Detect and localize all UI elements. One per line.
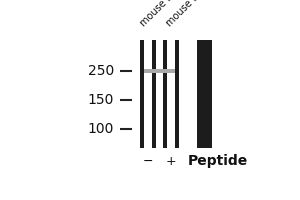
- Text: mouse brain: mouse brain: [139, 0, 189, 29]
- Text: Peptide: Peptide: [188, 154, 248, 168]
- Bar: [144, 40, 152, 148]
- Text: mouse brain: mouse brain: [164, 0, 214, 29]
- Text: −: −: [143, 155, 153, 168]
- Bar: [197, 40, 212, 148]
- Bar: [144, 69, 175, 73]
- Bar: [167, 40, 175, 148]
- Bar: [140, 40, 156, 148]
- Bar: [163, 40, 179, 148]
- Text: 250: 250: [88, 64, 114, 78]
- Text: +: +: [166, 155, 176, 168]
- Text: 150: 150: [88, 93, 114, 107]
- Text: 100: 100: [88, 122, 114, 136]
